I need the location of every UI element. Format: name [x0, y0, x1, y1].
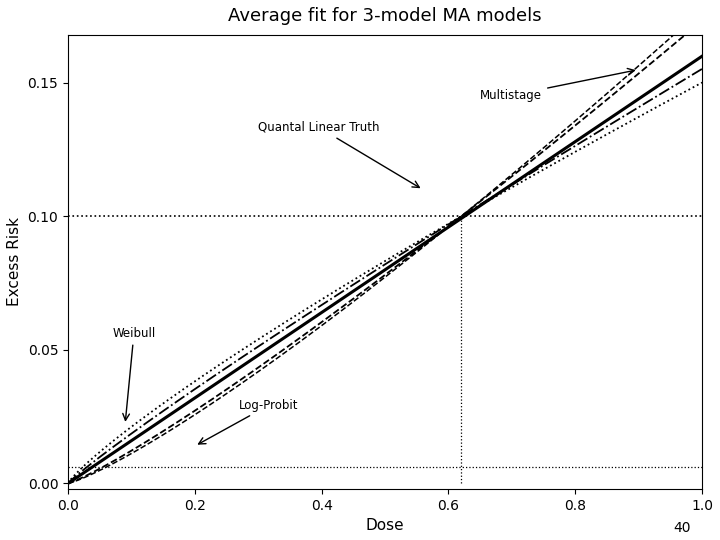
Text: Log-Probit: Log-Probit — [199, 399, 299, 444]
Text: Multistage: Multistage — [480, 69, 634, 102]
Text: Quantal Linear Truth: Quantal Linear Truth — [258, 121, 419, 187]
Text: Weibull: Weibull — [112, 327, 156, 420]
Text: 40: 40 — [674, 521, 691, 535]
Y-axis label: Excess Risk: Excess Risk — [7, 217, 22, 306]
X-axis label: Dose: Dose — [366, 518, 405, 533]
Title: Average fit for 3-model MA models: Average fit for 3-model MA models — [228, 7, 542, 25]
